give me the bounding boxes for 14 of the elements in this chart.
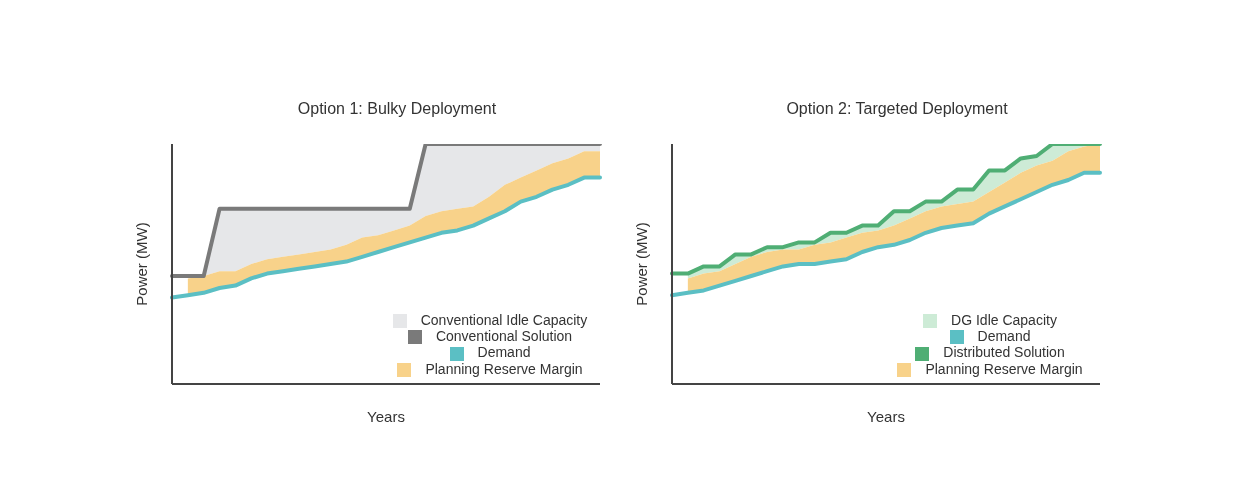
legend-label: Planning Reserve Margin bbox=[425, 360, 583, 377]
legend-label: Distributed Solution bbox=[943, 344, 1065, 361]
legend-label: Conventional Idle Capacity bbox=[420, 311, 588, 328]
chart-title: Option 1: Bulky Deployment bbox=[296, 100, 498, 119]
y-axis-title: Power (MW) bbox=[133, 222, 151, 306]
legend-label: Planning Reserve Margin bbox=[925, 360, 1083, 377]
legend-label: Demand bbox=[477, 344, 531, 361]
chart-title: Option 2: Targeted Deployment bbox=[785, 100, 1009, 119]
legend-label: Conventional Solution bbox=[435, 328, 573, 345]
y-axis-title: Power (MW) bbox=[633, 222, 651, 306]
x-axis-title: Years bbox=[367, 408, 405, 425]
x-axis-title: Years bbox=[867, 408, 905, 425]
legend-label: DG Idle Capacity bbox=[951, 311, 1057, 328]
legend-label: Demand bbox=[977, 328, 1031, 345]
